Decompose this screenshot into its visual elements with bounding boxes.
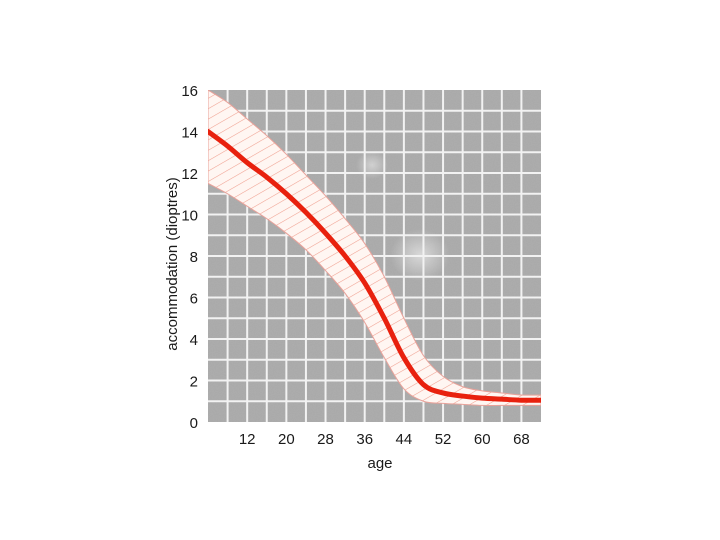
x-tick-label: 68 <box>513 431 530 448</box>
y-axis-label: accommodation (dioptres) <box>164 177 181 350</box>
y-tick-label: 6 <box>190 291 198 308</box>
y-tick-label: 8 <box>190 249 198 266</box>
x-tick-label: 44 <box>396 431 413 448</box>
x-tick-label: 60 <box>474 431 491 448</box>
y-tick-label: 2 <box>190 374 198 391</box>
range-band <box>208 90 541 406</box>
x-tick-label: 28 <box>317 431 334 448</box>
y-tick-label: 0 <box>190 415 198 432</box>
x-tick-label: 52 <box>435 431 452 448</box>
x-tick-label: 36 <box>356 431 373 448</box>
x-axis-label: age <box>367 455 392 472</box>
x-tick-label: 12 <box>239 431 256 448</box>
glare-spot <box>356 151 388 179</box>
y-tick-label: 16 <box>181 83 198 100</box>
y-tick-label: 4 <box>190 332 198 349</box>
y-tick-label: 12 <box>181 166 198 183</box>
y-tick-label: 10 <box>181 208 198 225</box>
x-tick-label: 20 <box>278 431 295 448</box>
y-tick-label: 14 <box>181 125 198 142</box>
accommodation-line <box>208 129 541 403</box>
